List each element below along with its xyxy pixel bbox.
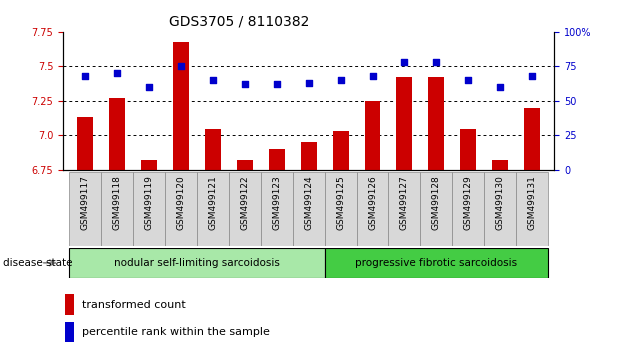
Bar: [492, 160, 508, 170]
Bar: [109, 98, 125, 170]
Point: [240, 81, 250, 87]
Bar: [524, 108, 540, 170]
Text: GSM499117: GSM499117: [81, 175, 90, 230]
Text: GSM499125: GSM499125: [336, 175, 345, 230]
Text: GSM499122: GSM499122: [241, 175, 249, 230]
Point: [527, 73, 537, 79]
Bar: [141, 160, 157, 170]
Point: [495, 84, 505, 90]
Bar: [324, 172, 357, 246]
Point: [176, 64, 186, 69]
Text: disease state: disease state: [3, 258, 72, 268]
Point: [463, 77, 473, 83]
Bar: [324, 248, 548, 278]
Point: [304, 80, 314, 86]
Bar: [101, 172, 133, 246]
Point: [208, 77, 218, 83]
Text: GSM499120: GSM499120: [176, 175, 186, 230]
Text: progressive fibrotic sarcoidosis: progressive fibrotic sarcoidosis: [355, 258, 517, 268]
Text: GSM499119: GSM499119: [145, 175, 154, 230]
Bar: [229, 172, 261, 246]
Text: GSM499131: GSM499131: [527, 175, 537, 230]
Text: GSM499124: GSM499124: [304, 175, 313, 230]
Bar: [165, 172, 197, 246]
Text: GSM499118: GSM499118: [113, 175, 122, 230]
Text: GSM499128: GSM499128: [432, 175, 441, 230]
Bar: [65, 322, 74, 342]
Text: GSM499126: GSM499126: [368, 175, 377, 230]
Bar: [69, 172, 101, 246]
Bar: [133, 172, 165, 246]
Bar: [452, 172, 484, 246]
Point: [432, 59, 442, 65]
Point: [112, 70, 122, 76]
Bar: [65, 295, 74, 315]
Bar: [261, 172, 293, 246]
Text: GSM499130: GSM499130: [496, 175, 505, 230]
Bar: [205, 129, 221, 170]
Text: GDS3705 / 8110382: GDS3705 / 8110382: [169, 14, 309, 28]
Bar: [461, 129, 476, 170]
Point: [80, 73, 90, 79]
Bar: [484, 172, 516, 246]
Point: [336, 77, 346, 83]
Bar: [420, 172, 452, 246]
Bar: [173, 41, 189, 170]
Bar: [389, 172, 420, 246]
Bar: [293, 172, 324, 246]
Point: [399, 59, 410, 65]
Point: [367, 73, 377, 79]
Bar: [428, 78, 444, 170]
Point: [272, 81, 282, 87]
Bar: [301, 142, 317, 170]
Text: transformed count: transformed count: [82, 300, 186, 310]
Bar: [396, 78, 413, 170]
Bar: [197, 172, 229, 246]
Bar: [269, 149, 285, 170]
Bar: [69, 248, 324, 278]
Text: GSM499127: GSM499127: [400, 175, 409, 230]
Bar: [77, 118, 93, 170]
Bar: [365, 101, 381, 170]
Bar: [516, 172, 548, 246]
Text: percentile rank within the sample: percentile rank within the sample: [82, 327, 270, 337]
Text: GSM499129: GSM499129: [464, 175, 472, 230]
Text: GSM499123: GSM499123: [272, 175, 281, 230]
Point: [144, 84, 154, 90]
Bar: [237, 160, 253, 170]
Text: GSM499121: GSM499121: [209, 175, 217, 230]
Bar: [333, 131, 348, 170]
Bar: [357, 172, 389, 246]
Text: nodular self-limiting sarcoidosis: nodular self-limiting sarcoidosis: [114, 258, 280, 268]
